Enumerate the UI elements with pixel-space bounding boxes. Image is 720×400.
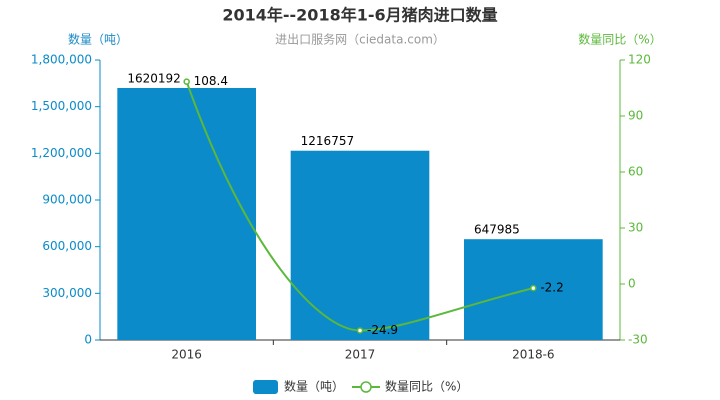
y-tick-label: 300,000	[42, 286, 92, 300]
line-value-label: -2.2	[540, 281, 563, 295]
x-tick-label: 2017	[345, 348, 376, 362]
y2-tick-label: 30	[628, 221, 643, 235]
y2-tick-label: 90	[628, 109, 643, 123]
line-point	[183, 78, 190, 85]
y-axis-title: 数量（吨）	[68, 32, 128, 47]
bar-value-label: 1620192	[127, 71, 180, 85]
bar-value-label: 647985	[474, 223, 520, 237]
legend-swatch	[360, 381, 372, 393]
x-tick-label: 2016	[171, 348, 202, 362]
y2-tick-label: -30	[628, 333, 648, 347]
line-point	[530, 284, 537, 292]
y-tick-label: 0	[84, 333, 92, 347]
y-tick-label: 1,200,000	[31, 146, 92, 160]
y-tick-label: 900,000	[42, 193, 92, 207]
y-tick-label: 1,800,000	[31, 53, 92, 67]
legend-label: 数量（吨）	[284, 379, 344, 394]
line	[185, 81, 534, 332]
bar	[117, 87, 256, 341]
line-point	[356, 327, 364, 334]
y2-tick-label: 60	[628, 165, 643, 179]
line-value-label: -24.9	[367, 323, 398, 337]
legend-label: 数量同比（%）	[385, 379, 468, 394]
chart-subtitle: 进出口服务网（ciedata.com）	[275, 32, 445, 47]
y2-axis-title: 数量同比（%）	[578, 32, 661, 47]
line-value-label: 108.4	[194, 74, 228, 88]
x-tick-label: 2018-6	[512, 348, 555, 362]
bar-value-label: 1216757	[301, 134, 354, 148]
legend-swatch	[253, 380, 278, 394]
y-tick-label: 1,500,000	[31, 99, 92, 113]
chart-title: 2014年--2018年1-6月猪肉进口数量	[222, 6, 497, 25]
y2-tick-label: 120	[628, 53, 651, 67]
y2-tick-label: 0	[628, 277, 636, 291]
y-tick-label: 600,000	[42, 239, 92, 253]
bar	[290, 150, 430, 340]
